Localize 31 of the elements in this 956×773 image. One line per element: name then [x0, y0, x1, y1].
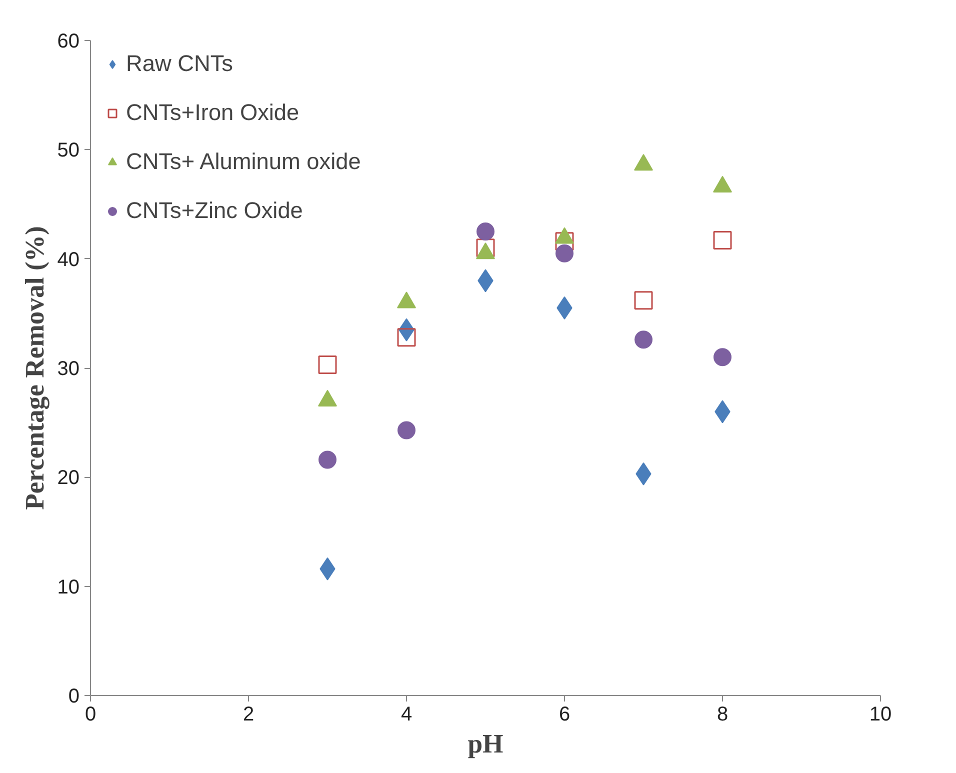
- legend-label: CNTs+Iron Oxide: [126, 99, 300, 126]
- y-axis-title: Percentage Removal (%): [19, 226, 50, 510]
- point: [713, 231, 732, 250]
- y-tick-label: 30: [57, 358, 80, 380]
- y-tick-label: 40: [57, 248, 80, 271]
- y-tick-label: 0: [68, 686, 80, 708]
- x-axis-title: pH: [468, 728, 504, 758]
- x-tick-label: 4: [400, 704, 412, 726]
- point: [398, 421, 416, 440]
- x-tick-label: 6: [558, 704, 570, 726]
- x-tick-label: 2: [242, 704, 254, 726]
- y-tick-label: 60: [57, 30, 80, 52]
- point: [476, 222, 494, 241]
- point: [318, 450, 336, 469]
- x-tick-label: 8: [716, 704, 728, 726]
- y-tick-label: 50: [57, 140, 80, 162]
- legend-label: Raw CNTs: [126, 50, 233, 77]
- point: [476, 238, 495, 258]
- point: [555, 232, 574, 251]
- point: [634, 330, 652, 349]
- point: [714, 348, 732, 366]
- point: [318, 355, 337, 374]
- point: [634, 291, 653, 310]
- y-tick-label: 10: [57, 576, 80, 598]
- point: [397, 328, 416, 347]
- point: [556, 244, 574, 262]
- x-tick-label: 0: [84, 704, 96, 726]
- legend-label: CNTs+Zinc Oxide: [126, 197, 303, 224]
- legend-label: CNTs+ Aluminum oxide: [126, 148, 361, 175]
- x-tick-label: 10: [869, 704, 892, 726]
- y-tick-label: 20: [57, 467, 80, 490]
